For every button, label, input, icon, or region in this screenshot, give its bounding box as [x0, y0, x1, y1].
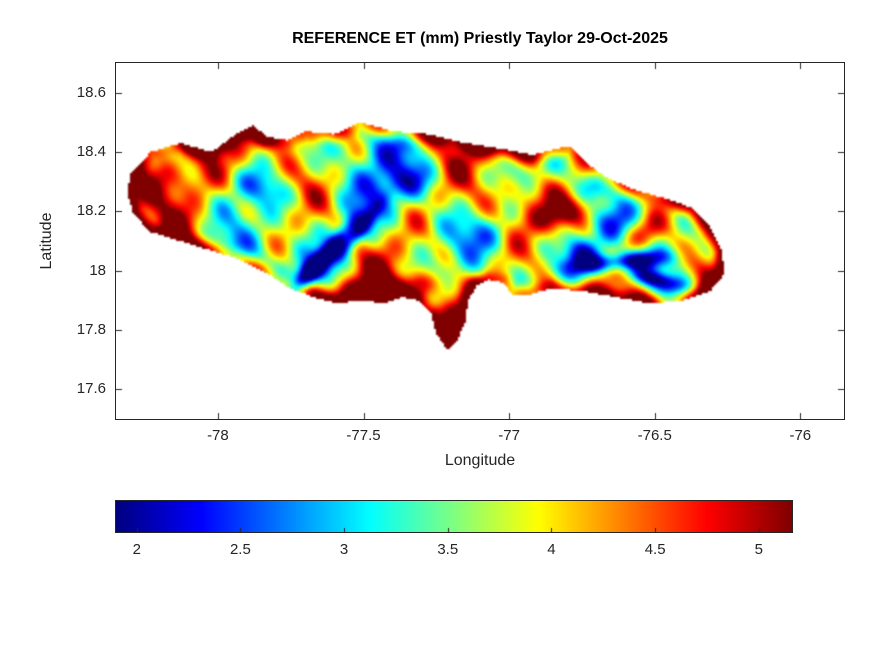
colorbar-tick-label: 2 — [132, 541, 141, 558]
colorbar-tick-label: 3 — [339, 541, 349, 558]
x-tick-label: -77.5 — [346, 427, 381, 444]
plot-title: REFERENCE ET (mm) Priestly Taylor 29-Oct… — [292, 30, 668, 47]
y-tick-label: 18.4 — [76, 143, 106, 160]
y-tick-label: 18 — [89, 261, 106, 279]
y-tick-label: 18.2 — [76, 202, 106, 220]
colorbar-tick-label: 2.5 — [229, 541, 251, 558]
colorbar-canvas — [116, 501, 792, 532]
x-tick-label: -78 — [207, 427, 229, 444]
heatmap-canvas — [116, 63, 844, 419]
colorbar-tick-label: 3.5 — [437, 541, 459, 558]
x-tick-label: -76.5 — [637, 427, 672, 444]
y-tick-label: 17.8 — [76, 321, 106, 338]
y-tick-label: 18.6 — [76, 83, 106, 101]
plot-area — [115, 62, 845, 420]
colorbar-tick-label: 4.5 — [644, 541, 666, 558]
x-tick-label: -77 — [498, 427, 520, 444]
colorbar-tick-label: 5 — [754, 541, 763, 558]
x-axis-label: Longitude — [444, 452, 516, 469]
y-tick-label: 17.6 — [76, 380, 106, 398]
colorbar — [115, 500, 793, 533]
x-tick-label: -76 — [789, 427, 812, 444]
colorbar-tick-label: 4 — [547, 541, 556, 558]
